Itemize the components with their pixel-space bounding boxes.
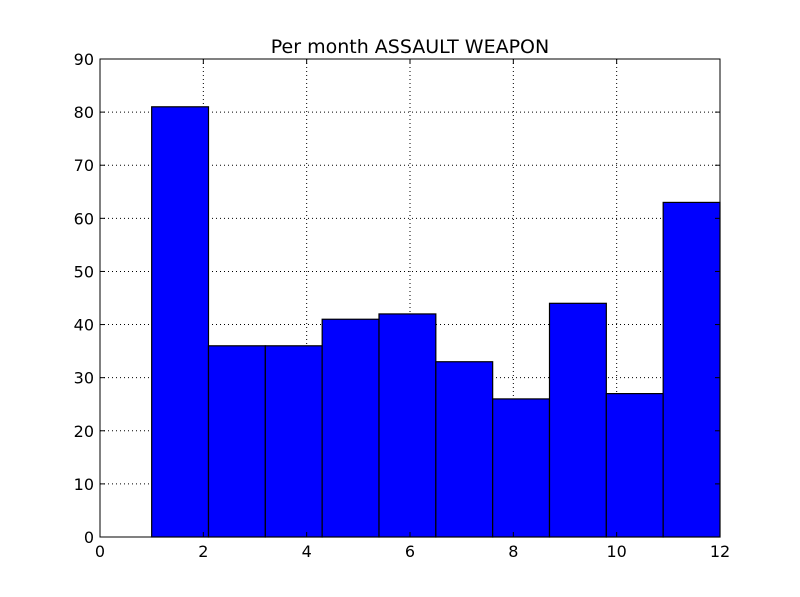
bar-3 — [264, 345, 323, 538]
bar-1 — [151, 106, 210, 538]
x-tick-label: 2 — [198, 542, 208, 561]
bar-6 — [435, 361, 494, 538]
x-tick-label: 0 — [95, 542, 105, 561]
bar-10 — [662, 201, 721, 538]
y-tick-label: 40 — [74, 316, 94, 335]
bar-5 — [378, 313, 437, 538]
y-tick-label: 30 — [74, 369, 94, 388]
plot-frame — [99, 58, 721, 538]
x-tick-label: 12 — [710, 542, 730, 561]
bars — [151, 106, 721, 538]
bar-4 — [321, 318, 380, 538]
y-tick-label: 10 — [74, 475, 94, 494]
chart-title: Per month ASSAULT WEAPON — [271, 36, 549, 58]
bar-9 — [605, 393, 664, 538]
x-tick-label: 4 — [302, 542, 312, 561]
y-tick-label: 20 — [74, 422, 94, 441]
y-tick-label: 90 — [74, 50, 94, 69]
bar-8 — [548, 302, 607, 538]
x-tick-label: 10 — [606, 542, 626, 561]
bar-2 — [207, 345, 266, 538]
x-tick-label: 8 — [508, 542, 518, 561]
bar-7 — [492, 398, 551, 538]
y-tick-label: 50 — [74, 262, 94, 281]
tick-labels: 0 2 4 6 8 10 12 0 10 20 30 40 50 60 70 80 90 — [74, 50, 731, 561]
x-tick-label: 6 — [405, 542, 415, 561]
y-tick-label: 70 — [74, 156, 94, 175]
y-tick-label: 80 — [74, 103, 94, 122]
y-tick-label: 0 — [84, 528, 94, 547]
y-tick-label: 60 — [74, 209, 94, 228]
